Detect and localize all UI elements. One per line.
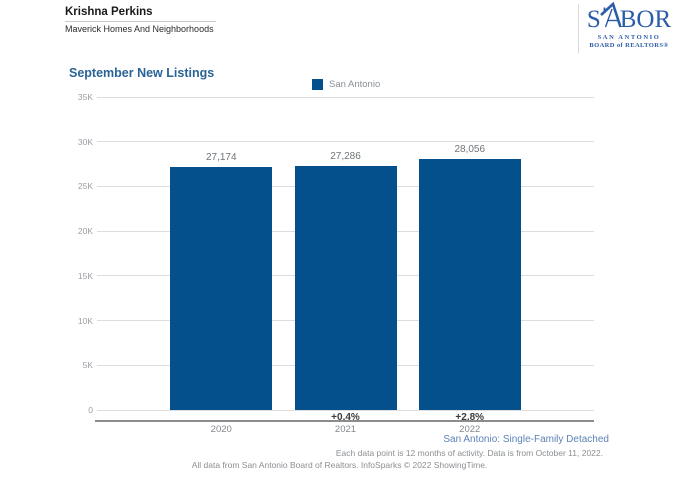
gridline-30K [97,141,594,143]
agency-name: Maverick Homes And Neighborhoods [65,24,214,34]
y-tick-label: 10K [77,315,93,326]
chart-legend: San Antonio [312,79,380,90]
bar-2021 [294,166,397,410]
y-tick-label: 25K [77,181,93,192]
agent-name: Krishna Perkins [65,6,153,18]
gridline-35K [97,96,594,98]
bar-value-label: 27,286 [330,150,361,162]
bar-chart-plot-area: 0 5K 10K 15K 20K 25K 30K 35K 27,174 27,286 +0.4% 28… [78,92,594,423]
house-roof-a-icon [599,1,622,32]
y-tick-label: 30K [77,136,93,147]
data-note: Each data point is 12 months of activity… [335,448,603,458]
pct-change-label: +2.8% [455,412,485,423]
y-tick-label: 5K [82,360,93,371]
attribution: All data from San Antonio Board of Realt… [191,460,488,470]
logo-letter-s: S [586,6,601,33]
sabor-logo: S BOR SAN ANTONIO BOARD of REALTORS® [586,1,672,49]
x-category-label-2021: 2021 [334,424,357,435]
x-category-label-2020: 2020 [210,424,232,435]
bar-2020 [170,167,273,410]
y-tick-label: 15K [77,270,93,281]
logo-letters-bor: BOR [619,6,672,33]
pct-change-label: +0.4% [331,412,360,423]
legend-label: San Antonio [329,79,381,90]
bar-value-label: 27,174 [205,151,237,163]
logo-divider [578,4,579,53]
logo-subtext-board: BOARD of REALTORS® [589,42,669,49]
bar-value-label: 28,056 [454,144,486,156]
y-tick-label: 0 [88,405,93,415]
segment-label: San Antonio: Single-Family Detached [443,434,609,445]
logo-subtext-city: SAN ANTONIO [597,34,661,41]
y-tick-label: 35K [77,92,93,102]
bar-2022 [418,159,521,410]
legend-swatch-san-antonio [312,79,323,90]
x-axis-line [95,420,594,422]
header-divider [65,21,216,22]
gridline-0 [97,409,594,411]
chart-title: September New Listings [69,66,215,80]
sabor-wordmark: S BOR [586,1,672,33]
y-tick-label: 20K [77,226,93,237]
x-category-label-2022: 2022 [459,424,481,435]
